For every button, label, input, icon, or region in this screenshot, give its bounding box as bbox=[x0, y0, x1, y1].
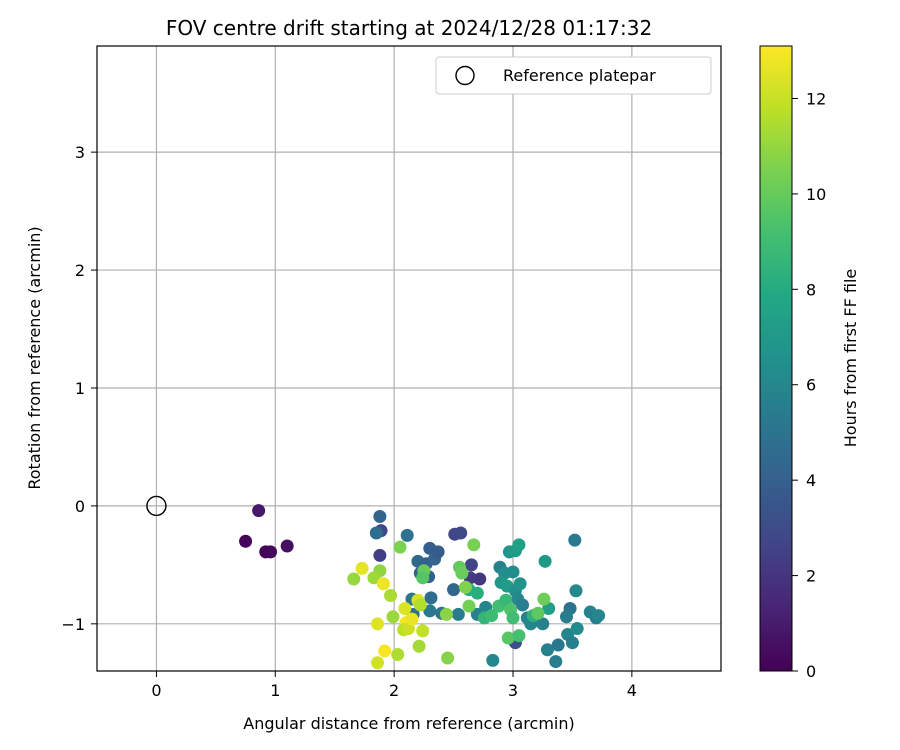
data-point bbox=[559, 610, 573, 624]
data-point bbox=[405, 612, 419, 626]
data-point bbox=[371, 656, 385, 670]
data-point bbox=[400, 528, 414, 542]
data-point bbox=[373, 548, 387, 562]
y-axis-title: Rotation from reference (arcmin) bbox=[25, 226, 44, 489]
x-axis-ticks: 0 1 2 3 4 bbox=[151, 671, 637, 700]
colorbar-tick-label: 2 bbox=[806, 567, 816, 586]
reference-marker bbox=[146, 495, 167, 517]
y-tick-label: 0 bbox=[75, 497, 85, 516]
data-point bbox=[355, 561, 369, 575]
data-point bbox=[252, 504, 266, 518]
y-tick-label: 3 bbox=[75, 143, 85, 162]
data-point bbox=[592, 609, 606, 623]
colorbar-gradient bbox=[759, 45, 793, 672]
x-tick-label: 4 bbox=[627, 681, 637, 700]
y-tick-label: 2 bbox=[75, 261, 85, 280]
legend-box bbox=[435, 56, 712, 95]
data-point bbox=[470, 586, 484, 600]
data-point bbox=[264, 545, 278, 559]
data-point bbox=[513, 577, 527, 591]
data-point bbox=[537, 592, 551, 606]
data-point bbox=[462, 599, 476, 613]
colorbar-tick-label: 10 bbox=[806, 185, 826, 204]
data-point bbox=[384, 589, 398, 603]
x-tick-label: 1 bbox=[270, 681, 280, 700]
data-point bbox=[569, 584, 583, 598]
data-point bbox=[423, 604, 437, 618]
data-point bbox=[393, 540, 407, 554]
data-point bbox=[570, 622, 584, 636]
data-point bbox=[431, 545, 445, 559]
data-point bbox=[280, 539, 294, 553]
data-point bbox=[373, 510, 387, 524]
data-point bbox=[565, 636, 579, 650]
data-point bbox=[376, 577, 390, 591]
plot-frame bbox=[96, 45, 722, 672]
data-point bbox=[386, 610, 400, 624]
data-point bbox=[473, 572, 487, 586]
data-point bbox=[455, 566, 469, 580]
data-point bbox=[447, 583, 461, 597]
data-points bbox=[239, 504, 606, 670]
colorbar: 0 2 4 6 8 10 12 Hours from first FF file bbox=[759, 45, 860, 681]
colorbar-tick-label: 0 bbox=[806, 662, 816, 681]
data-point bbox=[536, 617, 550, 631]
data-point bbox=[551, 638, 565, 652]
data-point bbox=[378, 644, 392, 658]
data-point bbox=[439, 607, 453, 621]
data-point bbox=[347, 572, 361, 586]
data-point bbox=[506, 611, 520, 625]
legend-marker-reference bbox=[455, 65, 475, 86]
data-point bbox=[516, 598, 530, 612]
data-point bbox=[424, 591, 438, 605]
data-point bbox=[486, 653, 500, 667]
y-tick-label: 1 bbox=[75, 379, 85, 398]
data-point bbox=[416, 624, 430, 638]
grid-lines bbox=[97, 46, 721, 671]
data-point bbox=[371, 617, 385, 631]
data-point bbox=[391, 647, 405, 661]
data-point bbox=[369, 526, 383, 540]
x-tick-label: 3 bbox=[508, 681, 518, 700]
data-point bbox=[464, 558, 478, 572]
data-point bbox=[538, 554, 552, 568]
x-axis-title: Angular distance from reference (arcmin) bbox=[243, 714, 574, 733]
data-point bbox=[451, 607, 465, 621]
data-point bbox=[413, 598, 427, 612]
data-point bbox=[398, 602, 412, 615]
data-point bbox=[512, 538, 526, 552]
data-point bbox=[441, 651, 455, 665]
data-point bbox=[416, 571, 430, 585]
data-point bbox=[454, 526, 468, 540]
data-point bbox=[512, 629, 526, 643]
colorbar-label: Hours from first FF file bbox=[841, 269, 860, 448]
legend: Reference platepar bbox=[435, 56, 712, 95]
colorbar-tick-label: 8 bbox=[806, 280, 816, 299]
data-point bbox=[467, 538, 481, 552]
data-point bbox=[531, 606, 545, 620]
data-point bbox=[367, 571, 381, 585]
data-point bbox=[412, 639, 426, 653]
legend-label-reference: Reference platepar bbox=[503, 66, 656, 85]
data-point bbox=[501, 631, 515, 645]
data-point bbox=[568, 533, 582, 547]
x-tick-label: 2 bbox=[389, 681, 399, 700]
data-point bbox=[239, 534, 253, 548]
x-tick-label: 0 bbox=[151, 681, 161, 700]
data-point bbox=[485, 609, 499, 623]
y-axis-ticks: −1 0 1 2 3 bbox=[61, 143, 97, 634]
data-point bbox=[549, 655, 563, 669]
colorbar-tick-label: 12 bbox=[806, 89, 826, 108]
chart-title: FOV centre drift starting at 2024/12/28 … bbox=[166, 16, 652, 40]
reference-point bbox=[146, 495, 167, 517]
y-tick-label: −1 bbox=[61, 615, 85, 634]
data-point bbox=[506, 565, 520, 579]
colorbar-ticks: 0 2 4 6 8 10 12 bbox=[792, 89, 826, 681]
data-point bbox=[540, 643, 554, 657]
colorbar-tick-label: 6 bbox=[806, 376, 816, 395]
colorbar-tick-label: 4 bbox=[806, 471, 816, 490]
data-point bbox=[458, 580, 472, 594]
